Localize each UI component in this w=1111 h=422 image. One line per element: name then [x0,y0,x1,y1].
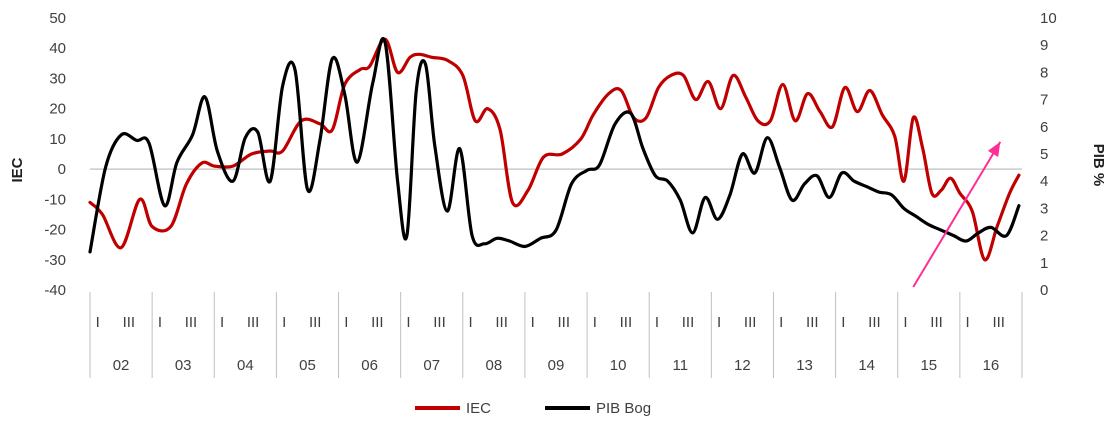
quarter-mark: III [930,314,943,331]
quarter-mark: III [495,314,508,331]
series-layer [88,37,1021,262]
series-line-iec [88,37,1021,262]
right-tick-label: 0 [1040,282,1048,299]
quarter-mark: I [344,314,348,331]
right-y-axis: 0 1 2 3 4 5 6 7 8 9 10 [1040,10,1057,299]
right-tick-label: 9 [1040,37,1048,54]
quarter-mark: I [406,314,410,331]
quarter-mark: III [371,314,384,331]
quarter-mark: I [593,314,597,331]
left-tick-label: -40 [44,282,66,299]
quarter-mark: III [868,314,881,331]
quarter-mark: III [433,314,446,331]
left-tick-label: 10 [49,131,66,148]
year-label: 13 [796,357,813,374]
right-tick-label: 2 [1040,228,1048,245]
year-label: 08 [486,357,503,374]
year-label: 03 [175,357,192,374]
trend-arrow-head [987,141,1001,158]
left-tick-label: 50 [49,10,66,27]
right-tick-label: 5 [1040,146,1048,163]
quarter-mark: I [158,314,162,331]
year-label: 05 [299,357,316,374]
left-y-axis: -40 -30 -20 -10 0 10 20 30 40 50 [44,10,66,299]
quarter-mark: I [903,314,907,331]
trend-arrow-shaft [912,141,1002,288]
quarter-mark: III [247,314,260,331]
left-tick-label: 20 [49,101,66,118]
year-label: 14 [858,357,875,374]
quarter-mark: I [531,314,535,331]
legend-label-iec: IEC [466,400,491,417]
right-axis-title: PIB % [1090,144,1107,187]
quarter-mark: I [282,314,286,331]
quarter-mark: I [841,314,845,331]
left-tick-label: 40 [49,40,66,57]
quarter-mark: III [309,314,322,331]
quarter-mark: I [655,314,659,331]
right-tick-label: 7 [1040,92,1048,109]
left-tick-label: -10 [44,191,66,208]
right-tick-label: 8 [1040,64,1048,81]
year-label: 16 [983,357,1000,374]
annotation-layer [912,141,1002,288]
left-tick-label: -20 [44,222,66,239]
legend: IEC PIB Bog [415,400,651,417]
right-tick-label: 1 [1040,255,1048,272]
year-label: 06 [361,357,378,374]
quarter-mark: I [468,314,472,331]
series-line-pib-bog [88,37,1021,254]
quarter-mark: III [185,314,198,331]
quarter-mark: III [123,314,136,331]
quarter-mark: I [717,314,721,331]
quarter-mark: I [966,314,970,331]
legend-label-pib-bog: PIB Bog [596,400,651,417]
left-tick-label: -30 [44,252,66,269]
quarter-mark: I [220,314,224,331]
quarter-mark: III [992,314,1005,331]
year-label: 04 [237,357,254,374]
quarter-mark: III [744,314,757,331]
year-label: 11 [672,357,688,374]
year-label: 10 [610,357,627,374]
year-label: 07 [423,357,440,374]
left-tick-label: 30 [49,70,66,87]
right-tick-label: 4 [1040,173,1048,190]
quarter-mark: III [806,314,819,331]
quarter-mark: III [682,314,695,331]
quarter-mark: I [96,314,100,331]
quarter-mark: III [558,314,571,331]
year-label: 02 [113,357,130,374]
quarter-mark: I [779,314,783,331]
left-axis-title: IEC [9,157,26,182]
right-tick-label: 6 [1040,119,1048,136]
left-tick-label: 0 [58,161,66,178]
year-label: 15 [920,357,937,374]
right-tick-label: 10 [1040,10,1057,27]
right-tick-label: 3 [1040,200,1048,217]
year-label: 09 [548,357,565,374]
year-label: 12 [734,357,751,374]
quarter-mark: III [620,314,633,331]
